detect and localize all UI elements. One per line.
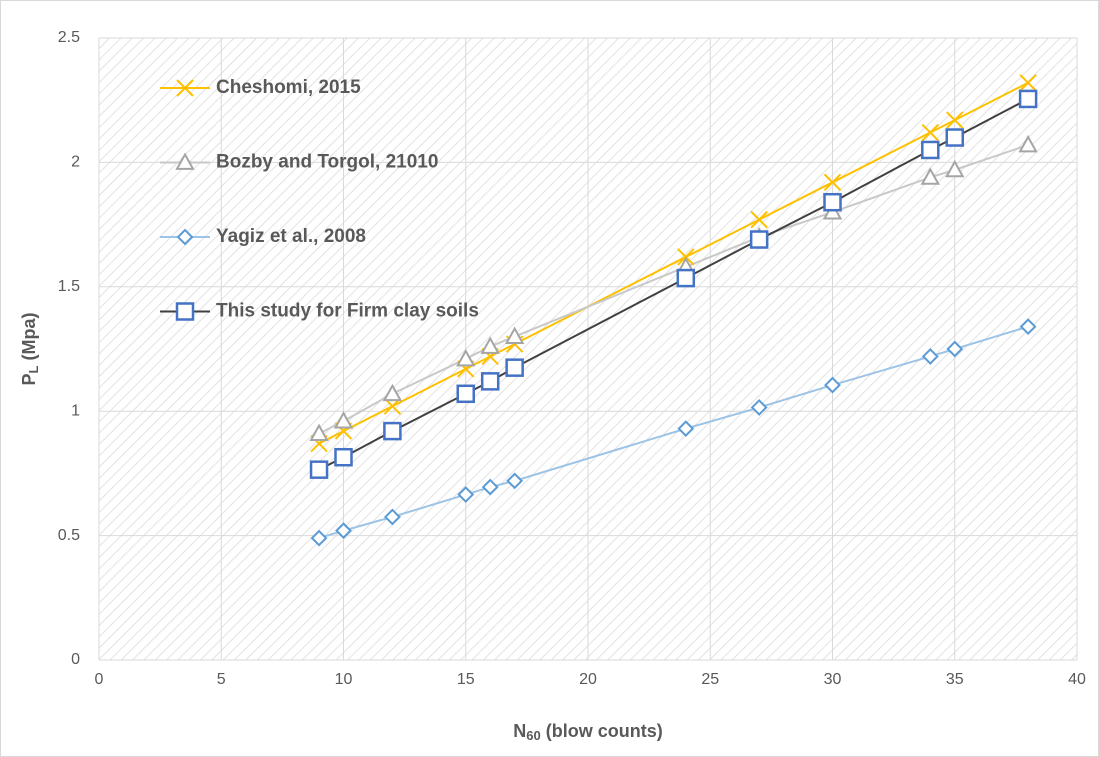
marker xyxy=(383,421,402,441)
marker xyxy=(309,423,329,441)
marker xyxy=(945,128,964,147)
marker xyxy=(506,472,524,490)
marker xyxy=(920,167,940,185)
marker xyxy=(1018,89,1038,109)
y-tick-label: 0.5 xyxy=(58,527,80,544)
marker xyxy=(676,268,696,288)
marker xyxy=(750,399,768,416)
legend-label: Yagiz et al., 2008 xyxy=(216,226,366,247)
legend-marker xyxy=(175,152,195,170)
x-tick-label: 10 xyxy=(335,671,353,688)
marker xyxy=(1018,134,1038,153)
legend-label: Cheshomi, 2015 xyxy=(216,77,361,98)
marker xyxy=(946,111,964,129)
marker xyxy=(481,478,499,496)
marker xyxy=(310,529,328,547)
marker xyxy=(504,326,525,344)
marker xyxy=(921,348,939,365)
marker xyxy=(457,486,475,503)
marker xyxy=(824,376,841,394)
marker xyxy=(382,383,403,402)
x-tick-label: 40 xyxy=(1068,671,1086,688)
x-tick-label: 30 xyxy=(824,671,842,688)
x-tick-label: 25 xyxy=(701,671,719,688)
legend-marker xyxy=(176,228,194,246)
legend-label: Bozby and Torgol, 21010 xyxy=(216,152,438,173)
y-axis-title: PL (Mpa) xyxy=(19,313,42,386)
marker xyxy=(1019,74,1037,92)
marker xyxy=(677,420,695,438)
marker xyxy=(749,230,769,249)
x-tick-label: 0 xyxy=(95,671,104,688)
marker xyxy=(333,411,354,429)
marker xyxy=(823,173,842,192)
legend-label: This study for Firm clay soils xyxy=(216,301,479,322)
marker xyxy=(946,340,964,358)
y-tick-label: 1 xyxy=(71,402,80,419)
marker xyxy=(1019,318,1037,336)
marker xyxy=(334,447,353,467)
marker xyxy=(383,508,401,526)
y-tick-label: 2.5 xyxy=(58,29,80,46)
marker xyxy=(921,140,940,160)
legend-marker xyxy=(176,79,194,97)
x-tick-label: 5 xyxy=(217,671,226,688)
marker xyxy=(505,358,524,377)
marker xyxy=(945,159,965,178)
x-axis-title: N60 (blow counts) xyxy=(513,721,662,744)
marker xyxy=(823,192,842,212)
x-tick-label: 35 xyxy=(946,671,964,688)
marker xyxy=(480,372,500,391)
marker xyxy=(480,336,500,354)
legend-marker xyxy=(175,302,195,321)
marker xyxy=(921,123,940,142)
series-line xyxy=(318,81,1029,445)
y-tick-label: 0 xyxy=(71,651,80,668)
marker xyxy=(335,522,352,540)
y-tick-label: 1.5 xyxy=(58,278,80,295)
marker xyxy=(456,348,476,367)
marker xyxy=(750,210,768,229)
marker xyxy=(456,384,475,404)
x-tick-label: 15 xyxy=(457,671,475,688)
x-tick-label: 20 xyxy=(579,671,597,688)
marker xyxy=(309,460,329,479)
y-tick-label: 2 xyxy=(71,154,80,171)
